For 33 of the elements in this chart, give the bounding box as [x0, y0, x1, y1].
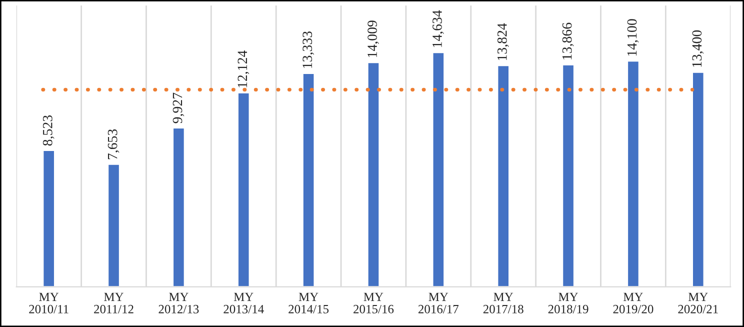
data-label: 9,927: [172, 92, 184, 124]
x-tick-label: MY 2012/13: [158, 292, 199, 314]
data-label: 12,124: [238, 50, 250, 88]
x-tick-label: MY 2015/16: [354, 292, 394, 314]
bar: [562, 64, 575, 287]
x-tick-label: MY 2017/18: [483, 292, 524, 314]
x-tick-label: MY 2020/21: [678, 292, 718, 314]
data-label: 13,333: [302, 31, 314, 68]
bar: [237, 92, 250, 287]
bar: [107, 164, 120, 287]
bar: [626, 60, 640, 287]
bar: [172, 127, 186, 287]
x-tick-label: MY 2011/12: [94, 292, 134, 314]
bar: [496, 64, 510, 287]
x-tick-label: MY 2010/11: [29, 292, 68, 314]
x-tick-label: MY 2013/14: [224, 292, 264, 314]
data-label: 13,400: [692, 30, 704, 67]
bar: [302, 72, 316, 287]
bar: [432, 52, 445, 287]
data-label: 14,634: [432, 10, 444, 48]
x-tick-label: MY 2018/19: [548, 292, 588, 314]
data-label: 14,009: [368, 20, 379, 58]
x-tick-label: MY 2016/17: [418, 292, 459, 314]
data-label: 8,523: [42, 115, 54, 146]
data-label: 14,100: [627, 19, 639, 56]
data-label: 7,653: [108, 129, 120, 160]
bar: [42, 150, 56, 287]
data-label: 13,866: [562, 22, 574, 60]
bar: [366, 62, 380, 287]
x-tick-label: MY 2014/15: [288, 292, 329, 314]
x-tick-label: MY 2019/20: [613, 292, 654, 314]
bar: [692, 71, 705, 287]
data-label: 13,824: [497, 23, 509, 60]
